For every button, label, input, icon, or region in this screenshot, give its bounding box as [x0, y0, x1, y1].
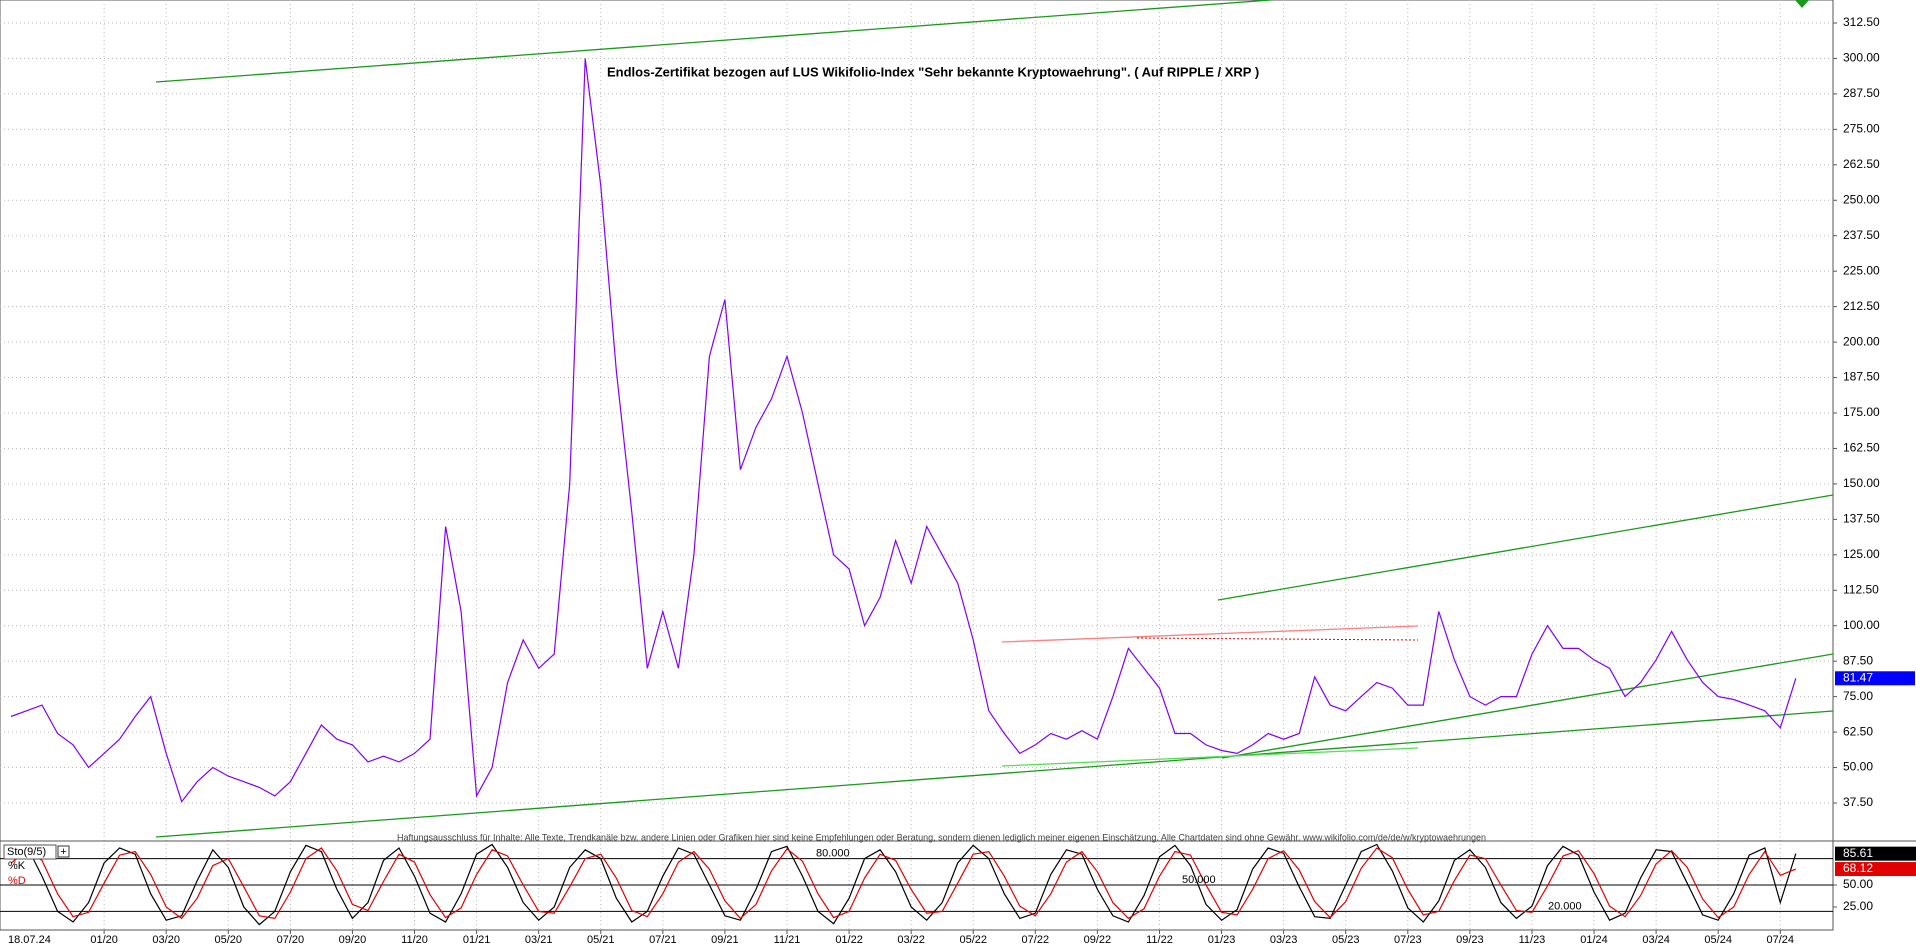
legend-k: %K: [8, 860, 26, 872]
plot-frame: [0, 0, 1834, 931]
y-tick-label: 162.50: [1843, 441, 1880, 455]
trendline: [1136, 637, 1419, 641]
y-tick-label: 287.50: [1843, 86, 1880, 100]
x-tick-label: 09/22: [1084, 934, 1112, 946]
legend-box: [3, 844, 57, 860]
trendline: [155, 0, 1272, 83]
x-tick-label: 05/21: [587, 934, 615, 946]
x-tick-label: 01/22: [835, 934, 863, 946]
panel-title: Sto(9/5): [7, 846, 46, 858]
x-tick-label: 09/21: [711, 934, 739, 946]
y-tick-label: 300.00: [1843, 51, 1880, 65]
x-tick-label: 11/22: [1146, 934, 1173, 946]
x-tick-label: 11/20: [401, 934, 428, 946]
x-tick-label: 03/22: [897, 934, 925, 946]
expand-button[interactable]: [57, 845, 70, 858]
x-tick-label: 03/21: [525, 934, 553, 946]
x-start-label: 18.07.24: [8, 934, 51, 946]
y-tick-label: 137.50: [1843, 512, 1880, 526]
y-tick-label: 250.00: [1843, 192, 1880, 206]
x-tick-label: 09/23: [1456, 934, 1484, 946]
last-price-box: [1835, 671, 1915, 686]
last-value-box: [1835, 846, 1916, 861]
y-tick-label: 50.00: [1843, 760, 1873, 774]
x-tick-label: 07/20: [277, 934, 305, 946]
price-layer: [10, 58, 1797, 803]
y-tick-label: 25.00: [1843, 899, 1873, 913]
last-price-label: 81.47: [1843, 670, 1873, 684]
y-tick-label: 212.50: [1843, 299, 1880, 313]
y-tick-label: 275.00: [1843, 122, 1880, 136]
y-tick-label: 112.50: [1843, 582, 1879, 596]
x-tick-label: 03/20: [152, 934, 180, 946]
level-label: 50.000: [1182, 874, 1216, 886]
y-tick-label: 125.00: [1843, 547, 1880, 561]
x-tick-label: 01/23: [1208, 934, 1236, 946]
level-label: 20.000: [1548, 900, 1582, 912]
x-tick-label: 05/20: [215, 934, 243, 946]
y-tick-label: 87.50: [1843, 653, 1873, 667]
last-value-label: 85.61: [1843, 846, 1873, 860]
x-tick-label: 01/20: [90, 934, 118, 946]
x-tick-label: 03/23: [1270, 934, 1298, 946]
y-tick-label: 237.50: [1843, 228, 1880, 242]
x-tick-label: 09/20: [339, 934, 367, 946]
y-tick-label: 312.50: [1843, 15, 1880, 29]
x-tick-label: 05/24: [1704, 934, 1732, 946]
stochastic-line: [10, 847, 1797, 920]
y-tick-label: 187.50: [1843, 370, 1880, 384]
trendline: [1217, 494, 1834, 601]
x-tick-label: 05/23: [1332, 934, 1360, 946]
trendline: [1001, 625, 1419, 643]
chart-title: Endlos-Zertifikat bezogen auf LUS Wikifo…: [607, 64, 1259, 79]
disclaimer: Haftungsausschluss für Inhalte: Alle Tex…: [397, 832, 1486, 842]
x-tick-label: 03/24: [1642, 934, 1670, 946]
y-tick-label: 62.50: [1843, 724, 1873, 738]
trendline: [1221, 653, 1834, 759]
x-tick-label: 07/21: [649, 934, 677, 946]
y-tick-label: 262.50: [1843, 157, 1880, 171]
x-tick-label: 11/21: [774, 934, 801, 946]
x-tick-label: 05/22: [959, 934, 987, 946]
x-tick-label: 07/24: [1767, 934, 1795, 946]
price-line: [10, 58, 1797, 803]
grid: [0, 0, 1833, 930]
x-tick-label: 07/23: [1394, 934, 1422, 946]
y-tick-label: 150.00: [1843, 476, 1880, 490]
expand-icon: +: [60, 846, 66, 858]
stochastic-layer: [10, 843, 1797, 926]
last-value-box: [1835, 862, 1916, 877]
trendline: [155, 710, 1834, 838]
legend-d: %D: [8, 875, 26, 887]
marker: [1795, 0, 1809, 8]
y-tick-label: 175.00: [1843, 405, 1880, 419]
y-tick-label: 37.50: [1843, 795, 1873, 809]
y-tick-label: 75.00: [1843, 689, 1873, 703]
y-tick-label: 225.00: [1843, 263, 1880, 277]
trendline: [1001, 747, 1419, 767]
stochastic-line: [10, 843, 1797, 926]
x-tick-label: 07/22: [1022, 934, 1050, 946]
y-tick-label: 100.00: [1843, 618, 1880, 632]
y-tick-label: 200.00: [1843, 334, 1880, 348]
last-value-label: 68.12: [1843, 861, 1873, 875]
x-tick-label: 01/21: [463, 934, 491, 946]
level-label: 80.000: [816, 848, 850, 860]
x-tick-label: 11/23: [1519, 934, 1546, 946]
x-tick-label: 01/24: [1580, 934, 1608, 946]
y-tick-label: 50.00: [1843, 877, 1873, 891]
